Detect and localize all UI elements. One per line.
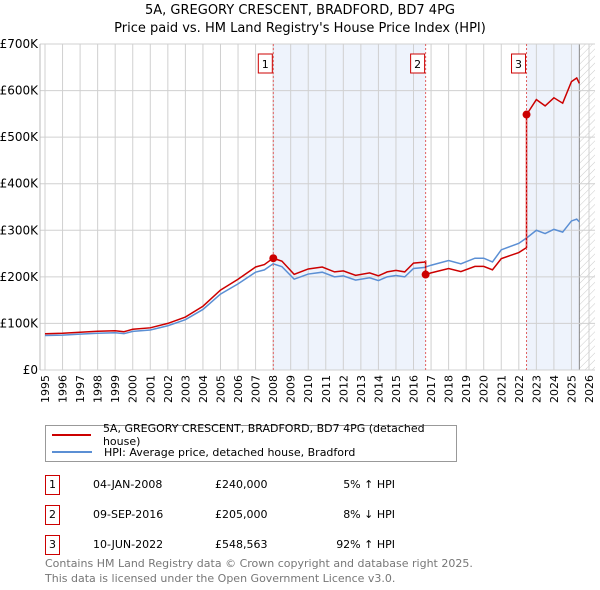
- legend-hpi-swatch: [52, 451, 92, 453]
- legend: 5A, GREGORY CRESCENT, BRADFORD, BD7 4PG …: [45, 422, 457, 462]
- sale-hpi-diff: 5% ↑ HPI: [343, 478, 395, 491]
- sale-point: [269, 254, 278, 263]
- x-tick-label: 2002: [162, 375, 175, 403]
- future-hatch: [579, 44, 595, 370]
- sale-badge: [511, 53, 527, 74]
- x-tick-label: 1998: [92, 375, 105, 403]
- x-tick-label: 2026: [583, 375, 596, 403]
- x-tick-label: 2011: [320, 375, 333, 403]
- x-tick-label: 2006: [232, 375, 245, 403]
- sale-date: 04-JAN-2008: [93, 478, 163, 491]
- x-tick-label: 2015: [390, 375, 403, 403]
- y-tick-label: £700K: [0, 37, 39, 51]
- y-tick-label: £0: [23, 363, 38, 377]
- sale-price: £205,000: [215, 508, 268, 521]
- sale-badge: [410, 53, 426, 74]
- y-tick-label: £500K: [0, 130, 39, 144]
- x-tick-label: 2018: [443, 375, 456, 403]
- y-tick-label: £600K: [0, 84, 39, 98]
- sale-point: [421, 270, 430, 279]
- sale-date: 09-SEP-2016: [93, 508, 164, 521]
- x-tick-label: 2003: [179, 375, 192, 403]
- sale-row-badge: 3: [45, 535, 60, 555]
- sale-price: £548,563: [215, 538, 268, 551]
- x-tick-label: 2000: [127, 375, 140, 403]
- x-tick-label: 2004: [197, 375, 210, 403]
- x-tick-label: 2001: [144, 375, 157, 403]
- legend-property-swatch: [52, 434, 91, 436]
- hpi-line: [44, 218, 580, 337]
- footer-licence: This data is licensed under the Open Gov…: [45, 572, 396, 585]
- sale-price: £240,000: [215, 478, 268, 491]
- sale-hpi-diff: 92% ↑ HPI: [336, 538, 395, 551]
- x-tick-label: 2017: [425, 375, 438, 403]
- sale-badge-label: 1: [262, 58, 269, 71]
- legend-property-label: 5A, GREGORY CRESCENT, BRADFORD, BD7 4PG …: [102, 422, 425, 448]
- x-tick-label: 2019: [460, 375, 473, 403]
- legend-hpi-label: HPI: Average price, detached house, Brad…: [104, 445, 356, 459]
- y-tick-label: £200K: [0, 270, 39, 284]
- sale-point: [522, 110, 531, 119]
- x-tick-label: 1997: [74, 375, 87, 403]
- x-tick-label: 2024: [548, 375, 561, 403]
- x-tick-label: 1999: [109, 375, 122, 403]
- sale-hpi-diff: 8% ↓ HPI: [343, 508, 395, 521]
- x-tick-label: 2021: [495, 375, 508, 403]
- x-tick-label: 2020: [478, 375, 491, 403]
- x-tick-label: 1995: [39, 375, 52, 403]
- y-tick-label: £300K: [0, 223, 39, 237]
- shade-region-1: [273, 44, 426, 370]
- sale-badge-label: 2: [414, 58, 421, 71]
- x-tick-label: 2009: [285, 375, 298, 403]
- x-tick-label: 2008: [267, 375, 280, 403]
- sale-row-badge: 1: [45, 475, 60, 495]
- x-tick-label: 2010: [302, 375, 315, 403]
- x-tick-label: 2013: [355, 375, 368, 403]
- sale-row-badge: 2: [45, 505, 60, 525]
- x-tick-label: 2007: [250, 375, 263, 403]
- x-tick-label: 2025: [565, 375, 578, 403]
- sale-badge: [257, 53, 273, 74]
- x-tick-label: 1996: [57, 375, 70, 403]
- x-tick-label: 2012: [337, 375, 350, 403]
- x-tick-label: 2005: [214, 375, 227, 403]
- y-tick-label: £100K: [0, 316, 39, 330]
- x-tick-label: 2014: [372, 375, 385, 403]
- sale-date: 10-JUN-2022: [93, 538, 164, 551]
- x-tick-label: 2023: [530, 375, 543, 403]
- property-line: [44, 76, 581, 335]
- y-tick-label: £400K: [0, 177, 39, 191]
- footer-copyright: Contains HM Land Registry data © Crown c…: [45, 557, 473, 570]
- plot-area: 1995 1996 1997 1998 1999 2000 2001 2002 2003 2004…: [0, 37, 596, 403]
- chart-title: 5A, GREGORY CRESCENT, BRADFORD, BD7 4PG: [145, 3, 455, 18]
- chart-subtitle: Price paid vs. HM Land Registry's House …: [114, 21, 486, 36]
- x-tick-label: 2016: [408, 375, 421, 403]
- sale-badge-label: 3: [515, 58, 522, 71]
- x-tick-label: 2022: [513, 375, 526, 403]
